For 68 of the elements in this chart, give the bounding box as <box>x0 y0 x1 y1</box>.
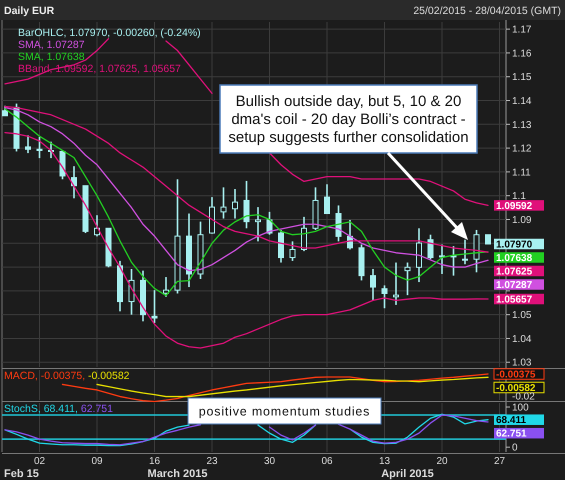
y-tick-label: 1.14 <box>512 96 532 108</box>
x-tick-label: 09 <box>91 456 103 467</box>
y-tick-label: 1.16 <box>512 48 532 60</box>
data-label: 1.07638 <box>496 252 533 264</box>
y-tick-label: 1.17 <box>512 24 532 36</box>
x-tick-label: 13 <box>378 456 390 467</box>
candlestick <box>370 268 376 301</box>
candlestick <box>163 276 169 298</box>
candlestick <box>244 180 250 230</box>
candlestick <box>336 204 342 242</box>
annotation: positive momentum studies <box>198 404 370 418</box>
candlestick <box>382 284 388 310</box>
x-tick-label: 02 <box>34 456 46 467</box>
data-label: 1.05657 <box>496 294 533 306</box>
y-tick-label: 1.12 <box>512 144 532 155</box>
annotation: -0.00375 <box>496 370 536 380</box>
text: Feb 15 <box>4 468 39 480</box>
line-series <box>4 132 489 349</box>
annotation: -0.00582 <box>85 370 130 382</box>
data-label: 62.751 <box>496 428 528 440</box>
text: SMA, 1.07638 <box>18 51 85 63</box>
text: SMA, 1.07287 <box>18 39 85 51</box>
chart-subtitle: 25/02/2015 - 28/04/2015 (GMT) <box>413 5 561 17</box>
x-tick-label: 16 <box>148 456 160 467</box>
candlestick <box>393 262 399 306</box>
y-tick-label: 1.13 <box>512 120 532 131</box>
data-label: 1.07287 <box>496 280 533 291</box>
y-tick-label: 1.1 <box>512 191 526 202</box>
candlestick <box>25 134 31 154</box>
y-tick-label: 1.04 <box>512 334 532 345</box>
candlestick <box>404 262 410 296</box>
y-tick-label: 1.11 <box>512 167 532 178</box>
annotation: Bullish outside day, but 5, 10 & 20 dma's coil - 20 day Bolli’s contract - setup suggests further consolidation <box>228 93 469 146</box>
x-tick-label: 23 <box>206 456 218 467</box>
y-tick-label: 0 <box>512 442 518 454</box>
annotation: -0.00582 <box>496 383 536 394</box>
annotation: BarOHLC, 1.07970, -0.00260, (-0.24%) <box>18 27 201 39</box>
candlestick <box>428 234 434 260</box>
candlestick <box>255 206 261 242</box>
y-tick-label: 1.03 <box>512 358 532 369</box>
candlestick <box>152 289 158 324</box>
data-label: 1.09592 <box>496 200 533 212</box>
text: -0.02 <box>512 392 536 402</box>
candlestick <box>485 234 491 244</box>
x-tick-label: 30 <box>264 456 276 467</box>
y-tick-label: 1.09 <box>512 214 532 226</box>
candlestick <box>462 238 468 266</box>
candlestick <box>232 188 238 220</box>
x-tick-label: 20 <box>436 456 448 467</box>
y-tick-label: 1.15 <box>512 72 532 84</box>
annotation: 1.07970 <box>496 239 533 250</box>
data-label: 68.411 <box>496 415 526 426</box>
x-tick-label: 06 <box>321 456 333 467</box>
candlestick <box>324 183 330 214</box>
chart-title: Daily EUR <box>4 5 55 17</box>
text: March 2015 <box>148 468 208 480</box>
data-label: 1.07625 <box>496 266 533 278</box>
series-label: MACD, -0.00375, <box>4 370 86 382</box>
text: April 2015 <box>381 468 434 480</box>
candlestick <box>2 104 8 117</box>
x-tick-label: 27 <box>494 456 506 467</box>
candlestick <box>36 136 42 159</box>
y-tick-label: 100 <box>512 402 530 414</box>
candlestick <box>220 186 226 220</box>
series-label: StochS, 68.411, <box>4 403 78 415</box>
candlestick <box>290 240 296 262</box>
text: 62.751 <box>78 403 114 415</box>
y-tick-label: 1.05 <box>512 310 532 322</box>
